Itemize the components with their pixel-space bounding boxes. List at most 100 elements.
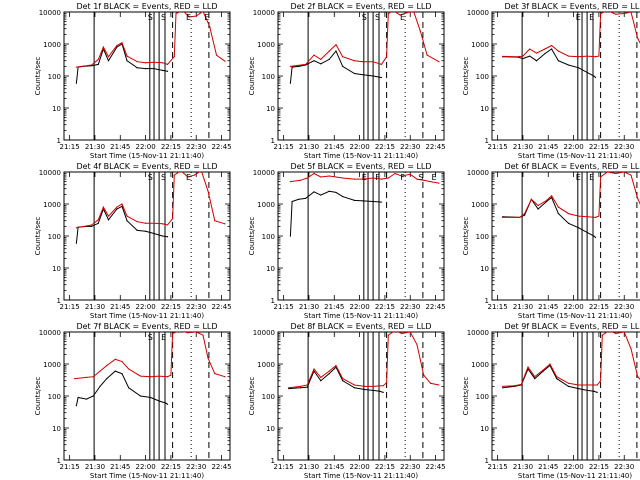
data-point xyxy=(544,48,546,50)
data-point xyxy=(121,42,123,44)
data-point xyxy=(353,178,356,180)
data-point xyxy=(306,177,308,179)
data-point xyxy=(153,222,155,224)
data-point xyxy=(429,382,432,384)
data-point xyxy=(121,203,123,205)
data-point xyxy=(161,62,164,64)
x-tick-label: 21:30 xyxy=(513,143,533,151)
data-point xyxy=(99,385,101,387)
time-markers xyxy=(93,332,210,460)
plot-frame xyxy=(491,11,640,141)
x-tick-label: 21:45 xyxy=(110,463,130,471)
x-tick-label: 21:30 xyxy=(299,143,319,151)
data-point xyxy=(106,377,108,380)
data-point xyxy=(102,206,104,208)
time-markers xyxy=(521,332,638,460)
y-tick-label: 100 xyxy=(262,233,275,241)
series-line-lld xyxy=(76,172,226,229)
data-point xyxy=(328,370,330,372)
time-markers xyxy=(307,12,424,140)
x-tick-label: 22:45 xyxy=(211,463,231,471)
data-point xyxy=(594,216,597,219)
y-tick-label: 1000 xyxy=(43,201,61,209)
data-point xyxy=(153,68,155,70)
data-point xyxy=(380,178,383,180)
y-tick-label: 100 xyxy=(476,73,489,81)
data-point xyxy=(320,376,322,379)
annotation-label: E xyxy=(400,13,405,22)
y-tick-label: 10000 xyxy=(467,329,489,337)
data-point xyxy=(517,56,519,58)
x-tick-label: 22:30 xyxy=(400,143,420,151)
data-point xyxy=(172,217,174,220)
data-point xyxy=(556,377,558,380)
y-tick-label: 1000 xyxy=(43,361,61,369)
data-point xyxy=(518,216,521,219)
x-tick-label: 21:45 xyxy=(324,143,344,151)
annotation-label: S xyxy=(161,13,166,22)
data-point xyxy=(161,69,164,71)
data-point xyxy=(557,50,560,52)
data-point xyxy=(320,58,322,61)
annotation-label: E xyxy=(432,173,437,182)
x-axis-label: Start Time (15-Nov-11 21:11:40) xyxy=(518,312,632,320)
y-tick-label: 100 xyxy=(476,233,489,241)
time-markers xyxy=(521,12,638,140)
data-point xyxy=(353,72,356,75)
y-axis-label: Counts/sec xyxy=(248,57,256,96)
data-point xyxy=(335,364,337,367)
x-tick-label: 22:00 xyxy=(563,143,583,151)
data-point xyxy=(193,174,196,176)
data-point xyxy=(85,398,88,400)
data-point xyxy=(320,176,322,178)
data-point xyxy=(438,182,440,184)
data-point xyxy=(593,390,595,392)
x-tick-label: 22:15 xyxy=(161,303,181,311)
data-point xyxy=(630,174,632,176)
data-point xyxy=(372,200,374,203)
panel-title: Det 7f BLACK = Events, RED = LLD xyxy=(76,322,217,331)
data-point xyxy=(429,181,432,183)
data-point xyxy=(596,391,598,393)
data-point xyxy=(328,175,330,177)
panel-7: Det 7f BLACK = Events, RED = LLD 1 10 100 10… xyxy=(34,322,232,480)
x-tick-label: 22:30 xyxy=(186,143,206,151)
data-point xyxy=(615,172,617,175)
data-point xyxy=(299,387,302,389)
data-point xyxy=(126,55,128,57)
data-point xyxy=(121,373,123,375)
data-point xyxy=(214,220,216,222)
data-point xyxy=(502,55,504,57)
data-point xyxy=(75,242,77,244)
data-point xyxy=(419,30,421,32)
data-point xyxy=(520,383,522,386)
data-point xyxy=(535,52,538,54)
y-tick-label: 1000 xyxy=(471,361,489,369)
data-point xyxy=(386,56,388,58)
plot-frame xyxy=(63,11,231,141)
time-markers xyxy=(521,172,638,300)
data-point xyxy=(166,70,169,72)
data-point xyxy=(423,179,425,181)
data-point xyxy=(524,214,526,216)
data-point xyxy=(166,376,169,378)
data-point xyxy=(126,60,128,62)
data-point xyxy=(630,12,632,13)
data-point xyxy=(187,332,189,334)
data-point xyxy=(90,64,93,66)
data-point xyxy=(153,232,155,235)
data-point xyxy=(372,75,374,77)
data-point xyxy=(596,384,598,386)
data-point xyxy=(387,12,389,15)
data-point xyxy=(335,191,337,194)
y-tick-label: 100 xyxy=(48,233,61,241)
x-tick-label: 22:15 xyxy=(161,463,181,471)
data-point xyxy=(606,172,608,173)
data-point xyxy=(114,358,116,360)
data-point xyxy=(187,176,189,178)
data-point xyxy=(116,46,118,48)
series-line-lld xyxy=(502,332,640,387)
y-tick-label: 1 xyxy=(485,297,489,305)
data-point xyxy=(92,395,94,397)
